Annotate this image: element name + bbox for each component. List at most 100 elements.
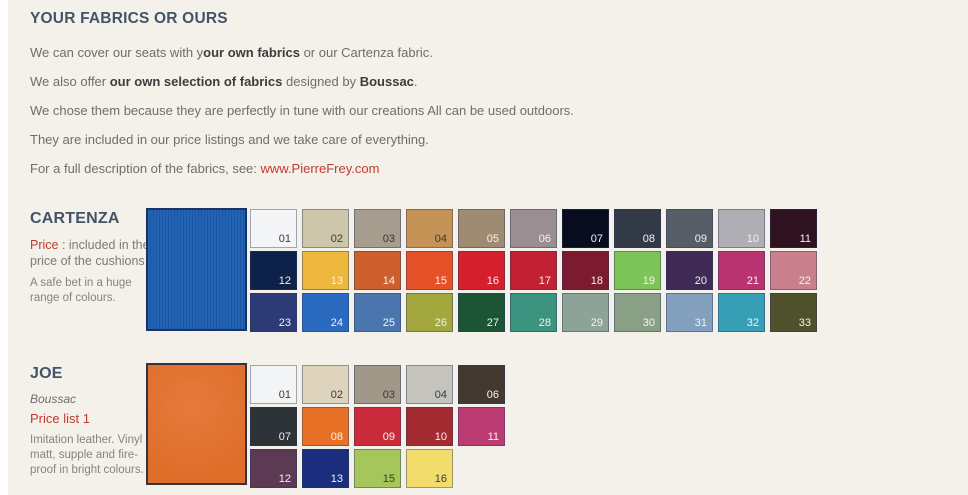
fabric-swatch-11: 11: [770, 209, 817, 248]
swatch-number: 03: [382, 233, 395, 245]
swatch-number: 01: [278, 233, 291, 245]
fabric-swatch-19: 19: [614, 251, 661, 290]
swatch-number: 04: [434, 389, 447, 401]
pierrefrey-link[interactable]: www.PierreFrey.com: [260, 161, 380, 176]
fabric-swatch-26: 26: [406, 293, 453, 332]
swatch-number: 16: [434, 473, 447, 485]
fabric-swatch-12: 12: [250, 251, 297, 290]
cartenza-price-text: Price : included in the price of the cus…: [30, 238, 150, 268]
swatch-number: 10: [434, 431, 447, 443]
swatch-number: 15: [382, 473, 395, 485]
fabric-swatch-03: 03: [354, 365, 401, 404]
fabric-swatch-29: 29: [562, 293, 609, 332]
swatch-number: 26: [434, 317, 447, 329]
cartenza-info-column: CARTENZA Price : included in the price o…: [30, 210, 158, 306]
swatch-number: 18: [590, 275, 603, 287]
joe-description: Imitation leather. Vinyl matt, supple an…: [30, 434, 144, 476]
fabric-swatch-22: 22: [770, 251, 817, 290]
fabric-swatch-31: 31: [666, 293, 713, 332]
swatch-number: 07: [278, 431, 291, 443]
fabric-swatch-14: 14: [354, 251, 401, 290]
swatch-number: 02: [330, 389, 343, 401]
joe-brand: Boussac: [30, 392, 77, 406]
joe-title: JOE: [30, 365, 63, 382]
swatch-number: 21: [746, 275, 759, 287]
fabric-swatch-12: 12: [250, 449, 297, 488]
cartenza-description: A safe bet in a huge range of colours.: [30, 277, 132, 304]
fabric-swatch-02: 02: [302, 365, 349, 404]
swatch-number: 28: [538, 317, 551, 329]
fabric-swatch-20: 20: [666, 251, 713, 290]
swatch-number: 29: [590, 317, 603, 329]
cartenza-swatch-grid: 01 02 03 04 05 06 07 08 09 10 11 12 13 14 15 16 17 18 19 20…: [250, 209, 817, 335]
swatch-number: 27: [486, 317, 499, 329]
swatch-number: 13: [330, 473, 343, 485]
swatch-number: 10: [746, 233, 759, 245]
fabric-swatch-09: 09: [354, 407, 401, 446]
joe-swatch-grid: 01 02 03 04 06 07 08 09 10 11 12 13 15 16: [250, 365, 505, 491]
fabric-swatch-25: 25: [354, 293, 401, 332]
intro-paragraph-2: We also offer our own selection of fabri…: [30, 74, 418, 89]
swatch-row: 12 13 15 16: [250, 449, 505, 488]
swatch-number: 09: [382, 431, 395, 443]
swatch-number: 08: [330, 431, 343, 443]
swatch-number: 08: [642, 233, 655, 245]
fabric-swatch-10: 10: [718, 209, 765, 248]
fabric-swatch-09: 09: [666, 209, 713, 248]
swatch-number: 11: [799, 233, 811, 245]
swatch-number: 32: [746, 317, 759, 329]
fabric-swatch-07: 07: [562, 209, 609, 248]
fabric-swatch-27: 27: [458, 293, 505, 332]
swatch-number: 15: [434, 275, 447, 287]
fabric-swatch-04: 04: [406, 209, 453, 248]
swatch-number: 11: [487, 431, 499, 443]
swatch-row: 01 02 03 04 05 06 07 08 09 10 11: [250, 209, 817, 248]
intro-paragraph-1: We can cover our seats with your own fab…: [30, 45, 433, 60]
fabric-swatch-32: 32: [718, 293, 765, 332]
fabric-swatch-08: 08: [302, 407, 349, 446]
fabric-swatch-06: 06: [458, 365, 505, 404]
swatch-number: 02: [330, 233, 343, 245]
fabric-swatch-13: 13: [302, 251, 349, 290]
fabric-swatch-07: 07: [250, 407, 297, 446]
swatch-number: 06: [486, 389, 499, 401]
fabric-swatch-17: 17: [510, 251, 557, 290]
swatch-number: 24: [330, 317, 343, 329]
fabric-swatch-18: 18: [562, 251, 609, 290]
left-margin-strip: [0, 0, 8, 495]
joe-fabric-sample: [146, 363, 247, 485]
fabric-swatch-28: 28: [510, 293, 557, 332]
fabric-swatch-24: 24: [302, 293, 349, 332]
fabric-swatch-23: 23: [250, 293, 297, 332]
swatch-row: 12 13 14 15 16 17 18 19 20 21 22: [250, 251, 817, 290]
fabric-swatch-16: 16: [406, 449, 453, 488]
swatch-number: 17: [538, 275, 551, 287]
swatch-number: 19: [642, 275, 655, 287]
cartenza-fabric-sample: [146, 208, 247, 331]
fabric-swatch-15: 15: [406, 251, 453, 290]
fabric-swatch-01: 01: [250, 365, 297, 404]
swatch-number: 12: [278, 275, 291, 287]
fabric-swatch-15: 15: [354, 449, 401, 488]
swatch-number: 16: [486, 275, 499, 287]
intro-paragraph-5: For a full description of the fabrics, s…: [30, 161, 380, 176]
fabric-swatch-30: 30: [614, 293, 661, 332]
fabric-swatch-04: 04: [406, 365, 453, 404]
swatch-number: 07: [590, 233, 603, 245]
fabric-swatch-13: 13: [302, 449, 349, 488]
page-title: YOUR FABRICS OR OURS: [30, 10, 228, 27]
swatch-row: 23 24 25 26 27 28 29 30 31 32 33: [250, 293, 817, 332]
fabric-swatch-02: 02: [302, 209, 349, 248]
joe-price-list: Price list 1: [30, 411, 90, 426]
cartenza-title: CARTENZA: [30, 210, 120, 227]
swatch-number: 03: [382, 389, 395, 401]
fabric-swatch-11: 11: [458, 407, 505, 446]
fabric-swatch-16: 16: [458, 251, 505, 290]
fabric-swatch-03: 03: [354, 209, 401, 248]
swatch-number: 23: [278, 317, 291, 329]
joe-info-column: JOE Boussac Price list 1 Imitation leath…: [30, 365, 158, 478]
intro-section: YOUR FABRICS OR OURS We can cover our se…: [30, 10, 790, 190]
swatch-number: 25: [382, 317, 395, 329]
swatch-number: 04: [434, 233, 447, 245]
